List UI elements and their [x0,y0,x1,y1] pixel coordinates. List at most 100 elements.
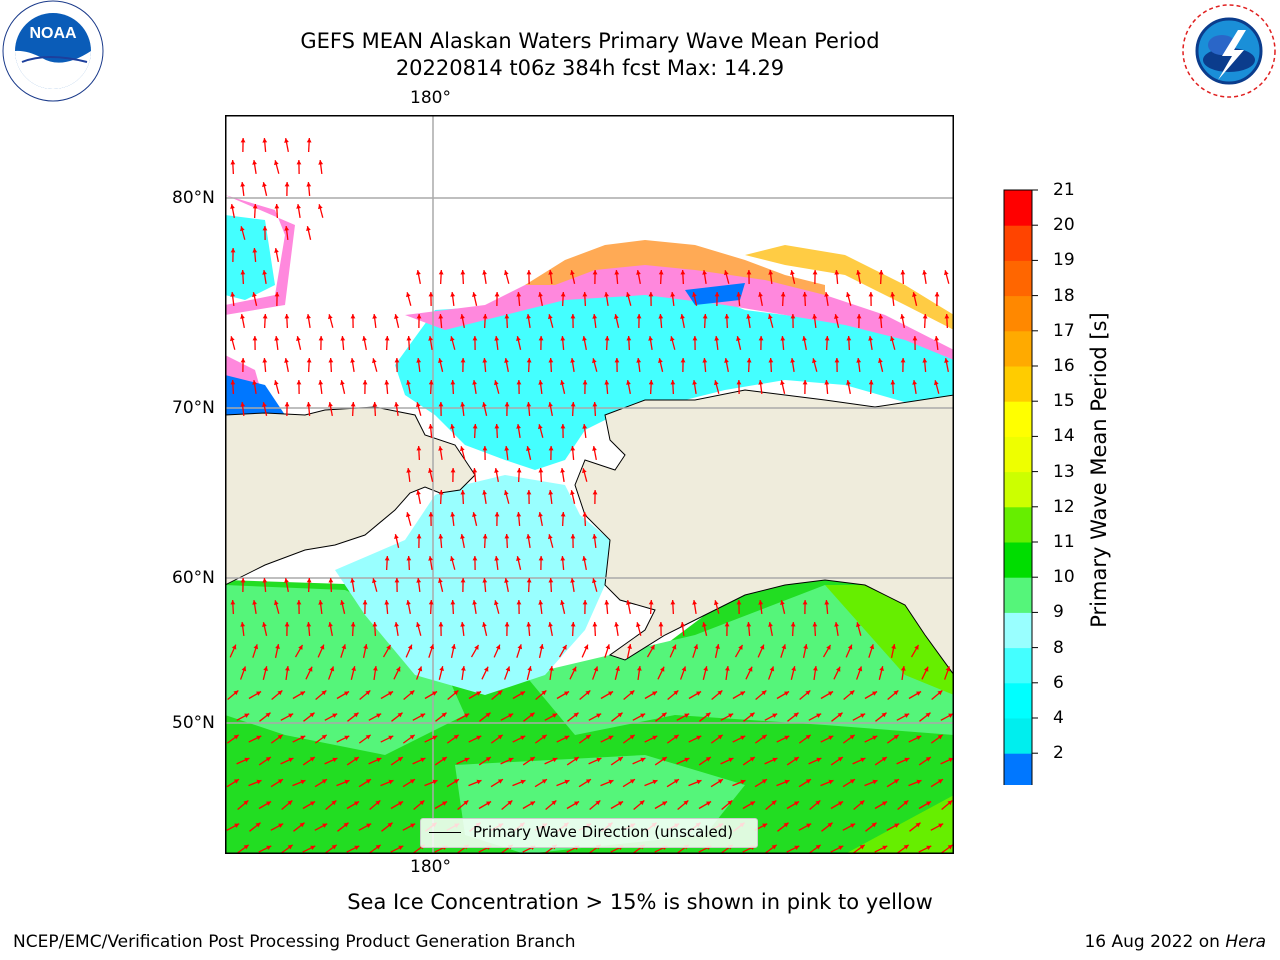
wave-arrow-head [284,358,289,363]
wave-arrow-head [736,292,742,297]
wave-arrow-head [872,779,878,785]
wave-arrow-head [680,314,685,319]
wave-arrow-head [494,380,499,386]
wave-arrow-head [505,666,511,672]
wave-arrow-head [538,292,543,297]
wave-arrow-head [922,314,928,319]
wave-arrow-head [570,446,576,451]
wave-arrow-head [344,691,350,696]
wave-arrow-head [428,380,434,385]
wave-arrow-head [790,622,796,627]
wave-arrow-head [784,735,790,741]
wave-arrow-head [740,691,746,696]
wave-arrow-head [583,644,589,650]
wave-arrow-head [781,644,787,650]
colorbar-band [1004,471,1032,508]
wave-arrow-head [780,292,786,297]
wave-arrow-head [912,380,917,385]
wave-arrow-head [372,578,377,584]
wave-arrow-head [538,380,544,385]
wave-arrow-head [372,402,378,407]
wave-arrow-head [670,336,675,342]
wave-arrow-head [948,713,954,718]
svg-text:NOAA: NOAA [29,25,77,42]
wave-arrow-head [328,314,333,320]
map-gridlines [225,115,954,854]
wave-arrow-head [307,666,313,672]
wave-arrow-head [860,713,866,718]
wave-arrow-head [784,779,790,785]
wave-arrow-head [903,800,909,806]
wave-arrow-head [274,160,279,166]
wave-arrow-head [570,490,575,495]
wave-arrow-head [432,691,438,696]
wave-arrow-head [420,713,426,718]
wave-arrow-head [340,336,346,341]
wave-arrow-head [768,314,773,320]
wave-arrow-head [230,380,236,385]
wave-arrow-head [450,512,456,517]
wave-arrow-head [714,336,720,341]
wave-arrow-head [724,666,730,671]
wave-arrow-head [460,490,466,495]
wave-arrow-head [582,600,588,605]
wave-arrow-head [287,844,293,850]
wave-arrow-head [353,757,359,762]
lat-label-70: 70°N [172,398,215,418]
lat-label-50: 50°N [172,713,215,733]
wave-arrow-head [673,690,679,696]
wave-arrow-head [240,578,246,583]
wave-arrow-head [900,358,906,363]
wave-arrow-head [626,380,631,385]
wave-arrow-head [453,690,459,696]
wave-arrow-head [233,734,239,740]
legend-label: Primary Wave Direction (unscaled) [473,823,734,841]
wave-arrow-head [604,336,610,341]
wave-arrow-head [472,600,477,605]
wave-arrow-head [727,800,733,806]
wave-arrow-head [746,358,752,363]
wave-arrow-head [438,358,443,363]
wave-arrow-head [570,578,575,583]
wave-arrow-head [717,690,723,696]
wave-arrow-head [318,336,324,341]
wave-arrow-head [925,757,931,762]
wave-arrow-head [394,622,399,627]
wave-arrow-head [592,358,597,364]
wave-arrow-head [560,336,566,341]
wave-arrow-head [375,844,381,850]
wave-arrow-head [574,801,580,806]
colorbar-band [1004,647,1032,684]
wave-arrow-head [541,734,547,740]
wave-arrow-head [703,666,708,672]
wave-arrow-head [914,644,919,650]
wave-arrow-head [758,380,764,385]
wave-arrow-head [394,534,399,539]
wave-arrow-head [530,801,536,806]
wave-arrow-head [541,690,547,696]
wave-arrow-head [604,380,610,385]
wave-arrow-head [937,779,943,784]
wave-arrow-head [284,622,290,627]
wave-arrow-head [450,336,455,342]
wave-arrow-head [453,779,459,784]
wave-arrow-head [516,336,521,341]
wave-arrow-head [592,270,598,275]
wave-arrow-head [608,735,614,741]
wave-arrow-head [508,757,514,763]
wave-arrow-head [592,534,598,539]
wave-arrow-head [256,735,262,741]
wave-arrow-head [696,691,702,696]
wave-arrow-head [428,556,433,561]
wave-arrow-head [828,691,834,696]
wave-arrow-head [318,160,324,165]
wave-arrow-head [450,380,456,385]
lon-label-bottom: 180° [410,857,451,877]
wave-arrow-head [395,666,401,672]
wave-arrow-head [526,446,531,451]
wave-arrow-head [406,336,412,341]
wave-arrow-head [300,735,306,741]
wave-arrow-head [564,735,570,741]
wave-arrow-head [328,402,333,407]
wave-arrow-head [384,556,390,561]
